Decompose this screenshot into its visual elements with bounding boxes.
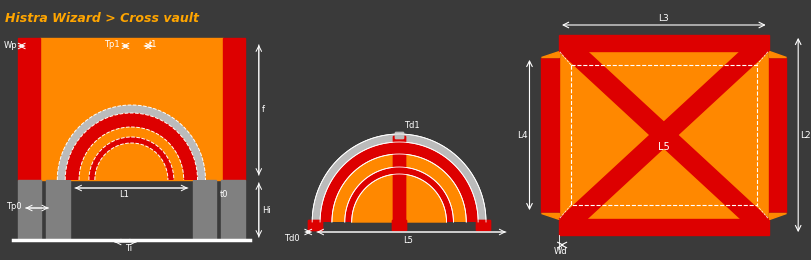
Polygon shape [769, 213, 787, 219]
Bar [571, 65, 757, 205]
Bar [40, 38, 223, 180]
Text: Td1: Td1 [404, 121, 419, 130]
Bar [395, 132, 403, 138]
Bar [542, 57, 559, 213]
Bar [223, 38, 245, 180]
Text: Tp0: Tp0 [6, 202, 22, 211]
Text: f: f [262, 105, 264, 114]
Polygon shape [312, 134, 486, 222]
Polygon shape [345, 167, 453, 222]
Polygon shape [79, 127, 184, 180]
Text: L2: L2 [800, 131, 811, 140]
Text: L5: L5 [403, 236, 413, 245]
Polygon shape [542, 213, 559, 219]
Bar [393, 136, 405, 222]
Bar [18, 180, 41, 240]
Bar [393, 136, 405, 222]
Bar [46, 180, 70, 240]
Bar [395, 132, 403, 138]
Text: Tp1: Tp1 [104, 40, 119, 49]
Bar [476, 220, 490, 230]
Text: L1: L1 [119, 190, 130, 199]
Polygon shape [320, 142, 478, 222]
Polygon shape [559, 51, 769, 219]
Polygon shape [559, 51, 769, 219]
Polygon shape [542, 51, 559, 57]
Polygon shape [352, 174, 447, 222]
Polygon shape [345, 167, 453, 222]
Text: L4: L4 [517, 131, 527, 140]
Polygon shape [312, 134, 486, 222]
Bar [559, 35, 769, 51]
Polygon shape [769, 51, 787, 57]
Bar [476, 220, 490, 230]
Polygon shape [769, 51, 787, 57]
Bar [393, 220, 406, 230]
Text: Wd: Wd [554, 247, 568, 256]
Text: Hi: Hi [262, 205, 271, 214]
Polygon shape [332, 154, 466, 222]
Text: t0: t0 [219, 190, 228, 199]
Text: t1: t1 [149, 40, 157, 49]
Bar [193, 180, 217, 240]
Text: Td0: Td0 [285, 234, 300, 243]
Polygon shape [65, 113, 198, 180]
Bar [18, 38, 40, 180]
Bar [559, 219, 769, 235]
Polygon shape [89, 137, 174, 180]
Text: L5: L5 [658, 142, 670, 152]
Text: Ti: Ti [126, 244, 132, 253]
Bar [559, 51, 769, 219]
Polygon shape [332, 154, 466, 222]
Bar [221, 180, 245, 240]
Polygon shape [542, 51, 559, 57]
Text: L3: L3 [659, 14, 669, 23]
Polygon shape [542, 213, 559, 219]
Polygon shape [58, 105, 205, 180]
Bar [308, 220, 322, 230]
Bar [769, 57, 787, 213]
Polygon shape [320, 142, 478, 222]
Polygon shape [769, 213, 787, 219]
Text: Histra Wizard > Cross vault: Histra Wizard > Cross vault [5, 12, 199, 25]
Text: Wp: Wp [4, 41, 18, 50]
Bar [308, 220, 322, 230]
Bar [393, 220, 406, 230]
